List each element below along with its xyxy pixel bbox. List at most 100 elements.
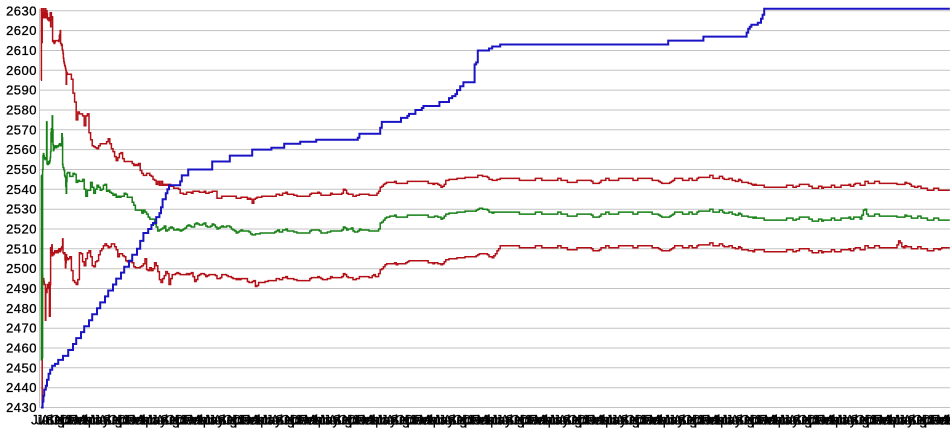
svg-text:Sep: Sep	[103, 413, 127, 428]
svg-text:Feb: Feb	[874, 413, 897, 428]
svg-text:Feb: Feb	[932, 413, 950, 428]
svg-text:2460: 2460	[6, 341, 37, 356]
svg-text:Sep: Sep	[908, 413, 932, 428]
svg-text:Mar: Mar	[304, 413, 328, 428]
svg-text:Apr: Apr	[79, 413, 101, 428]
svg-text:Jun: Jun	[893, 413, 915, 428]
svg-text:Feb: Feb	[299, 413, 322, 428]
svg-text:Feb: Feb	[472, 413, 495, 428]
svg-text:Feb: Feb	[127, 413, 150, 428]
svg-text:Dec: Dec	[60, 413, 84, 428]
svg-text:Sep: Sep	[505, 413, 529, 428]
svg-text:Jun: Jun	[778, 413, 800, 428]
svg-text:Dec: Dec	[577, 413, 601, 428]
svg-text:Apr: Apr	[366, 413, 388, 428]
svg-text:Aug: Aug	[328, 413, 352, 428]
svg-text:Dec: Dec	[117, 413, 141, 428]
svg-text:Jan: Jan	[180, 413, 202, 428]
svg-text:2630: 2630	[6, 3, 37, 18]
svg-text:Nov: Nov	[917, 413, 941, 428]
svg-text:Jul: Jul	[668, 413, 685, 428]
svg-text:May: May	[773, 413, 799, 428]
svg-text:Nov: Nov	[572, 413, 596, 428]
svg-text:Mar: Mar	[477, 413, 501, 428]
svg-text:2600: 2600	[6, 63, 37, 78]
svg-text:Aug: Aug	[98, 413, 122, 428]
svg-text:Mar: Mar	[591, 413, 615, 428]
svg-text:Feb: Feb	[529, 413, 552, 428]
svg-text:Jun: Jun	[318, 413, 340, 428]
svg-text:Jul: Jul	[496, 413, 513, 428]
svg-text:Jul: Jul	[381, 413, 398, 428]
svg-text:Feb: Feb	[702, 413, 725, 428]
svg-text:Mar: Mar	[821, 413, 845, 428]
svg-text:Apr: Apr	[654, 413, 676, 428]
svg-text:May: May	[946, 413, 950, 428]
svg-text:Jan: Jan	[467, 413, 489, 428]
svg-text:Oct: Oct	[568, 413, 589, 428]
svg-text:2470: 2470	[6, 321, 37, 336]
svg-text:Sep: Sep	[678, 413, 702, 428]
svg-text:Mar: Mar	[534, 413, 558, 428]
svg-text:Jan: Jan	[697, 413, 719, 428]
svg-text:Nov: Nov	[687, 413, 711, 428]
svg-text:Sep: Sep	[735, 413, 759, 428]
svg-text:Feb: Feb	[242, 413, 265, 428]
svg-text:Jul: Jul	[611, 413, 628, 428]
svg-text:Oct: Oct	[280, 413, 301, 428]
svg-text:Nov: Nov	[55, 413, 79, 428]
svg-text:Jan: Jan	[409, 413, 431, 428]
svg-text:Mar: Mar	[74, 413, 98, 428]
svg-text:May: May	[371, 413, 397, 428]
svg-text:Oct: Oct	[797, 413, 818, 428]
svg-text:Nov: Nov	[285, 413, 309, 428]
svg-text:Aug: Aug	[558, 413, 582, 428]
svg-text:Apr: Apr	[539, 413, 561, 428]
svg-text:May: May	[716, 413, 742, 428]
svg-text:Apr: Apr	[711, 413, 733, 428]
svg-text:2620: 2620	[6, 23, 37, 38]
svg-text:Dec: Dec	[175, 413, 199, 428]
svg-text:Nov: Nov	[802, 413, 826, 428]
svg-text:2590: 2590	[6, 83, 37, 98]
svg-text:Jan: Jan	[65, 413, 87, 428]
svg-text:Nov: Nov	[860, 413, 884, 428]
svg-text:Aug: Aug	[903, 413, 927, 428]
svg-text:Feb: Feb	[644, 413, 667, 428]
svg-text:Jun: Jun	[548, 413, 570, 428]
svg-text:Jul: Jul	[553, 413, 570, 428]
svg-text:Apr: Apr	[596, 413, 618, 428]
svg-text:Apr: Apr	[481, 413, 503, 428]
svg-text:May: May	[141, 413, 167, 428]
svg-text:Jun: Jun	[89, 413, 111, 428]
svg-text:Jul: Jul	[898, 413, 915, 428]
svg-text:Oct: Oct	[740, 413, 761, 428]
svg-text:Jul: Jul	[36, 413, 53, 428]
svg-text:Aug: Aug	[788, 413, 812, 428]
svg-text:Oct: Oct	[50, 413, 71, 428]
svg-text:Aug: Aug	[271, 413, 295, 428]
svg-text:May: May	[486, 413, 512, 428]
svg-text:Sep: Sep	[620, 413, 644, 428]
svg-text:Jan: Jan	[927, 413, 949, 428]
svg-text:Dec: Dec	[807, 413, 831, 428]
svg-text:Mar: Mar	[879, 413, 903, 428]
svg-text:Dec: Dec	[462, 413, 486, 428]
svg-text:Aug: Aug	[386, 413, 410, 428]
svg-text:May: May	[601, 413, 627, 428]
svg-text:Dec: Dec	[692, 413, 716, 428]
svg-text:Aug: Aug	[213, 413, 237, 428]
svg-text:Mar: Mar	[649, 413, 673, 428]
svg-text:May: May	[84, 413, 110, 428]
svg-text:May: May	[659, 413, 685, 428]
svg-text:Jul: Jul	[438, 413, 455, 428]
svg-text:Nov: Nov	[112, 413, 136, 428]
svg-text:2610: 2610	[6, 43, 37, 58]
svg-text:Jul: Jul	[208, 413, 225, 428]
svg-text:Jul: Jul	[266, 413, 283, 428]
svg-text:Apr: Apr	[136, 413, 158, 428]
svg-text:Mar: Mar	[132, 413, 156, 428]
svg-text:2500: 2500	[6, 261, 37, 276]
svg-text:Jan: Jan	[812, 413, 834, 428]
svg-text:Aug: Aug	[41, 413, 65, 428]
